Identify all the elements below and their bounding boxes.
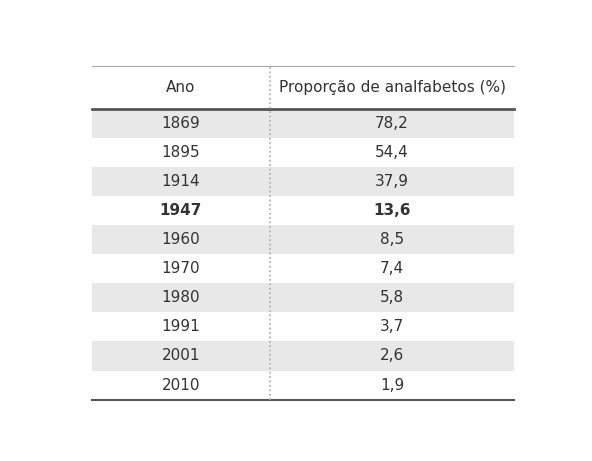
Text: Proporção de analfabetos (%): Proporção de analfabetos (%) xyxy=(279,80,506,95)
Text: 54,4: 54,4 xyxy=(375,145,409,160)
Text: 1970: 1970 xyxy=(162,261,200,276)
Text: 13,6: 13,6 xyxy=(374,203,411,218)
Text: Ano: Ano xyxy=(166,80,196,95)
Text: 1895: 1895 xyxy=(162,145,200,160)
Text: 5,8: 5,8 xyxy=(380,290,404,305)
Text: 1980: 1980 xyxy=(162,290,200,305)
Bar xyxy=(92,342,514,371)
Bar xyxy=(92,196,514,225)
Bar xyxy=(92,167,514,196)
Text: 2,6: 2,6 xyxy=(380,349,404,363)
Text: 1947: 1947 xyxy=(160,203,202,218)
Text: 8,5: 8,5 xyxy=(380,232,404,247)
Text: 2001: 2001 xyxy=(162,349,200,363)
Text: 1960: 1960 xyxy=(162,232,200,247)
Bar xyxy=(92,109,514,138)
Text: 7,4: 7,4 xyxy=(380,261,404,276)
Text: 1,9: 1,9 xyxy=(380,378,404,393)
Bar xyxy=(92,225,514,254)
Text: 1914: 1914 xyxy=(162,174,200,189)
Text: 1991: 1991 xyxy=(162,319,200,334)
Bar xyxy=(92,312,514,342)
Bar xyxy=(92,254,514,283)
Text: 3,7: 3,7 xyxy=(380,319,404,334)
Bar xyxy=(92,371,514,400)
Bar xyxy=(92,66,514,108)
Text: 78,2: 78,2 xyxy=(375,116,409,130)
Text: 1869: 1869 xyxy=(162,116,200,130)
Bar xyxy=(92,138,514,167)
Text: 2010: 2010 xyxy=(162,378,200,393)
Bar xyxy=(92,283,514,312)
Text: 37,9: 37,9 xyxy=(375,174,409,189)
